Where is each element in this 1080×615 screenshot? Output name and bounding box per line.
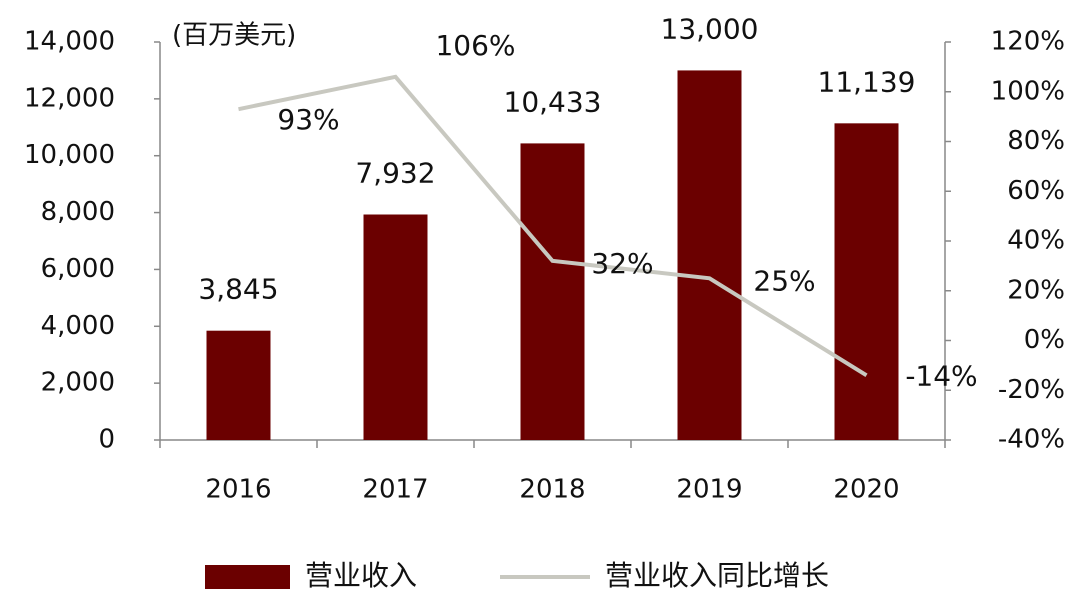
legend-swatch — [205, 565, 290, 589]
y2-tick-label: -20% — [998, 375, 1065, 405]
bar-value-label: 7,932 — [355, 157, 435, 190]
line-value-label: 32% — [591, 247, 653, 280]
bar — [677, 70, 742, 440]
y-tick-label: 4,000 — [41, 311, 115, 341]
legend-label: 营业收入同比增长 — [605, 559, 829, 592]
legend-label: 营业收入 — [305, 559, 417, 592]
y2-tick-label: 0% — [1024, 325, 1065, 355]
y-tick-label: 10,000 — [24, 140, 115, 170]
line-value-label: 106% — [435, 29, 515, 62]
bar — [834, 123, 899, 441]
bar — [520, 143, 585, 440]
y2-tick-label: 20% — [1007, 275, 1065, 305]
line-value-label: 93% — [277, 103, 339, 136]
bar-value-label: 11,139 — [818, 65, 916, 98]
y-tick-label: 6,000 — [41, 254, 115, 284]
y2-tick-label: -40% — [998, 425, 1065, 455]
y-axis-unit: (百万美元) — [172, 21, 296, 51]
x-tick-label: 2016 — [205, 475, 271, 505]
x-tick-label: 2020 — [833, 475, 899, 505]
bar — [206, 330, 271, 440]
y2-tick-label: 60% — [1007, 176, 1065, 206]
bar-value-label: 3,845 — [198, 273, 278, 306]
y-tick-label: 12,000 — [24, 83, 115, 113]
bar-value-label: 13,000 — [661, 12, 759, 45]
y-tick-label: 8,000 — [41, 197, 115, 227]
y2-tick-label: 40% — [1007, 226, 1065, 256]
y2-tick-label: 120% — [991, 27, 1065, 57]
y-tick-label: 0 — [98, 425, 115, 455]
line-value-label: 25% — [753, 264, 815, 297]
y-tick-label: 14,000 — [24, 27, 115, 57]
x-tick-label: 2019 — [676, 475, 742, 505]
y2-tick-label: 80% — [1007, 126, 1065, 156]
line-series — [238, 74, 868, 378]
y-tick-label: 2,000 — [41, 368, 115, 398]
bar-value-label: 10,433 — [504, 85, 602, 118]
y2-tick-label: 100% — [991, 76, 1065, 106]
x-tick-label: 2018 — [519, 475, 585, 505]
bar — [363, 214, 428, 440]
x-tick-label: 2017 — [362, 475, 428, 505]
line-value-label: -14% — [905, 359, 977, 392]
